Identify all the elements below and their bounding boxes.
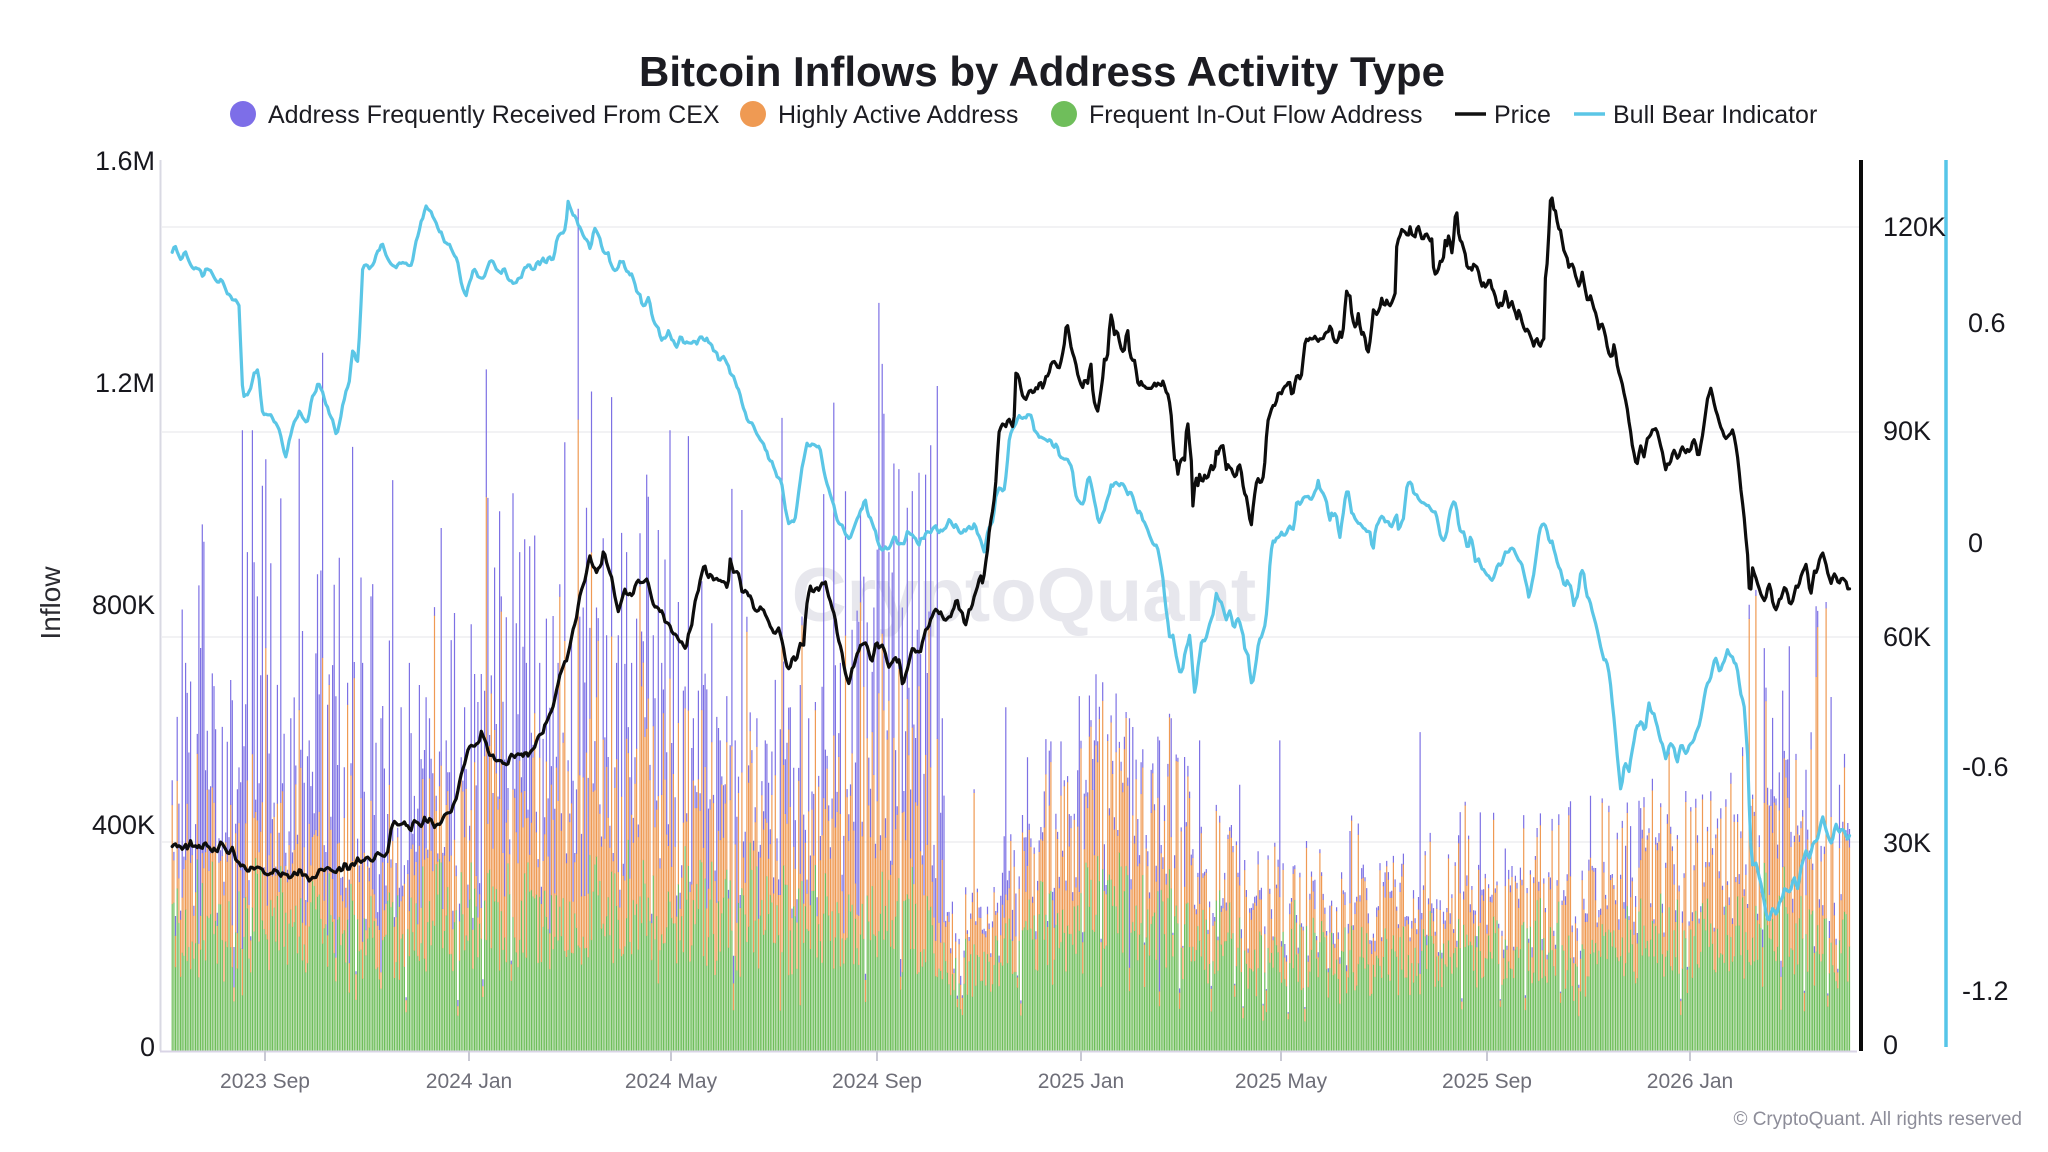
svg-text:0: 0	[1883, 1030, 1898, 1060]
svg-text:30K: 30K	[1883, 828, 1931, 858]
svg-text:2024 Sep: 2024 Sep	[832, 1070, 922, 1093]
svg-text:800K: 800K	[92, 590, 155, 620]
svg-text:120K: 120K	[1883, 212, 1946, 242]
svg-text:2024 Jan: 2024 Jan	[426, 1070, 512, 1093]
svg-text:2025 May: 2025 May	[1235, 1070, 1328, 1093]
svg-text:1.6M: 1.6M	[95, 146, 155, 176]
svg-text:2025 Sep: 2025 Sep	[1442, 1070, 1532, 1093]
svg-text:1.2M: 1.2M	[95, 368, 155, 398]
svg-text:© CryptoQuant. All rights rese: © CryptoQuant. All rights reserved	[1733, 1109, 2022, 1130]
svg-text:-1.2: -1.2	[1962, 976, 2009, 1006]
svg-text:Inflow: Inflow	[35, 566, 66, 640]
svg-text:Bitcoin Inflows by Address Act: Bitcoin Inflows by Address Activity Type	[639, 48, 1445, 95]
svg-text:2026 Jan: 2026 Jan	[1647, 1070, 1733, 1093]
svg-text:Price: Price	[1494, 101, 1551, 129]
svg-text:Highly Active Address: Highly Active Address	[778, 101, 1018, 129]
svg-text:Address Frequently Received Fr: Address Frequently Received From CEX	[268, 101, 720, 129]
svg-text:2023 Sep: 2023 Sep	[220, 1070, 310, 1093]
svg-text:CryptoQuant: CryptoQuant	[792, 553, 1256, 638]
svg-text:60K: 60K	[1883, 622, 1931, 652]
svg-text:0.6: 0.6	[1968, 308, 2006, 338]
svg-text:90K: 90K	[1883, 416, 1931, 446]
svg-text:Frequent In-Out Flow Address: Frequent In-Out Flow Address	[1089, 101, 1422, 129]
svg-text:-0.6: -0.6	[1962, 752, 2009, 782]
svg-text:2025 Jan: 2025 Jan	[1038, 1070, 1124, 1093]
svg-text:Bull Bear Indicator: Bull Bear Indicator	[1613, 101, 1817, 129]
svg-text:0: 0	[1968, 528, 1983, 558]
svg-text:2024 May: 2024 May	[625, 1070, 718, 1093]
svg-text:400K: 400K	[92, 810, 155, 840]
svg-text:0: 0	[140, 1032, 155, 1062]
